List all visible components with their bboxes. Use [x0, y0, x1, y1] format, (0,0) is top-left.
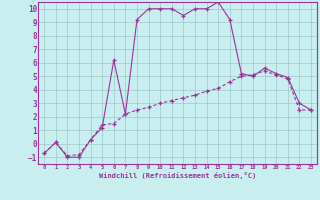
X-axis label: Windchill (Refroidissement éolien,°C): Windchill (Refroidissement éolien,°C): [99, 172, 256, 179]
